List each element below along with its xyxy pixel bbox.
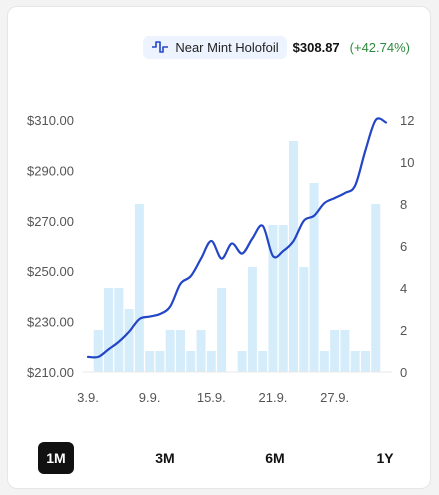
x-axis-tick: 27.9. — [320, 390, 349, 405]
volume-bar — [186, 351, 196, 372]
right-axis-tick: 12 — [400, 113, 414, 128]
price-line — [86, 117, 388, 359]
volume-bar — [124, 309, 134, 372]
volume-bar — [289, 141, 299, 372]
volume-bar — [114, 288, 124, 372]
volume-bar — [278, 225, 288, 372]
left-axis-tick: $310.00 — [27, 113, 74, 128]
price-change: (+42.74%) — [349, 39, 410, 55]
volume-bar — [93, 330, 103, 372]
volume-bar — [155, 351, 165, 372]
volume-bar — [309, 183, 319, 372]
volume-bar — [104, 288, 114, 372]
range-1y-button[interactable]: 1Y — [376, 450, 394, 466]
right-axis-tick: 8 — [400, 197, 407, 212]
left-axis-tick: $230.00 — [27, 315, 74, 330]
volume-bar — [217, 288, 227, 372]
x-axis-tick: 9.9. — [139, 390, 161, 405]
volume-bar — [175, 330, 185, 372]
chart-card: Near Mint Holofoil $308.87 (+42.74%) — [7, 6, 431, 489]
range-selector: 1M 3M 6M 1Y — [0, 440, 439, 476]
legend: Near Mint Holofoil $308.87 (+42.74%) — [143, 33, 410, 61]
volume-bar — [247, 267, 257, 372]
variant-pill[interactable]: Near Mint Holofoil — [143, 35, 287, 59]
volume-bar — [165, 330, 175, 372]
volume-bar — [371, 204, 381, 372]
current-price: $308.87 — [292, 39, 340, 55]
x-axis-tick: 15.9. — [197, 390, 226, 405]
pulse-line-icon — [152, 41, 169, 53]
range-6m-button[interactable]: 6M — [265, 450, 285, 466]
volume-bar — [206, 351, 216, 372]
right-axis: 12 10 8 6 4 2 0 — [400, 113, 414, 380]
volume-bar — [350, 351, 360, 372]
range-1m-button[interactable]: 1M — [38, 442, 74, 474]
price-chart: $310.00 $290.00 $270.00 $250.00 $230.00 $210.… — [27, 113, 414, 405]
volume-bar — [145, 351, 155, 372]
volume-bars — [93, 141, 381, 372]
x-axis: 3.9. 9.9. 15.9. 21.9. 27.9. — [77, 390, 349, 405]
right-axis-tick: 0 — [400, 365, 407, 380]
volume-bar — [258, 351, 268, 372]
volume-bar — [268, 225, 278, 372]
right-axis-tick: 6 — [400, 239, 407, 254]
x-axis-tick: 3.9. — [77, 390, 99, 405]
volume-bar — [340, 330, 350, 372]
right-axis-tick: 2 — [400, 323, 407, 338]
left-axis-tick: $270.00 — [27, 214, 74, 229]
volume-bar — [196, 330, 206, 372]
x-axis-tick: 21.9. — [259, 390, 288, 405]
range-3m-button[interactable]: 3M — [155, 450, 175, 466]
variant-label: Near Mint Holofoil — [175, 39, 279, 55]
volume-bar — [299, 267, 309, 372]
volume-bar — [360, 351, 370, 372]
left-axis-tick: $210.00 — [27, 365, 74, 380]
volume-bar — [319, 351, 329, 372]
volume-bar — [330, 330, 340, 372]
left-axis-tick: $250.00 — [27, 264, 74, 279]
left-axis: $310.00 $290.00 $270.00 $250.00 $230.00 $210.… — [27, 113, 74, 380]
volume-bar — [237, 351, 247, 372]
right-axis-tick: 4 — [400, 281, 407, 296]
right-axis-tick: 10 — [400, 155, 414, 170]
left-axis-tick: $290.00 — [27, 163, 74, 178]
volume-bar — [134, 204, 144, 372]
